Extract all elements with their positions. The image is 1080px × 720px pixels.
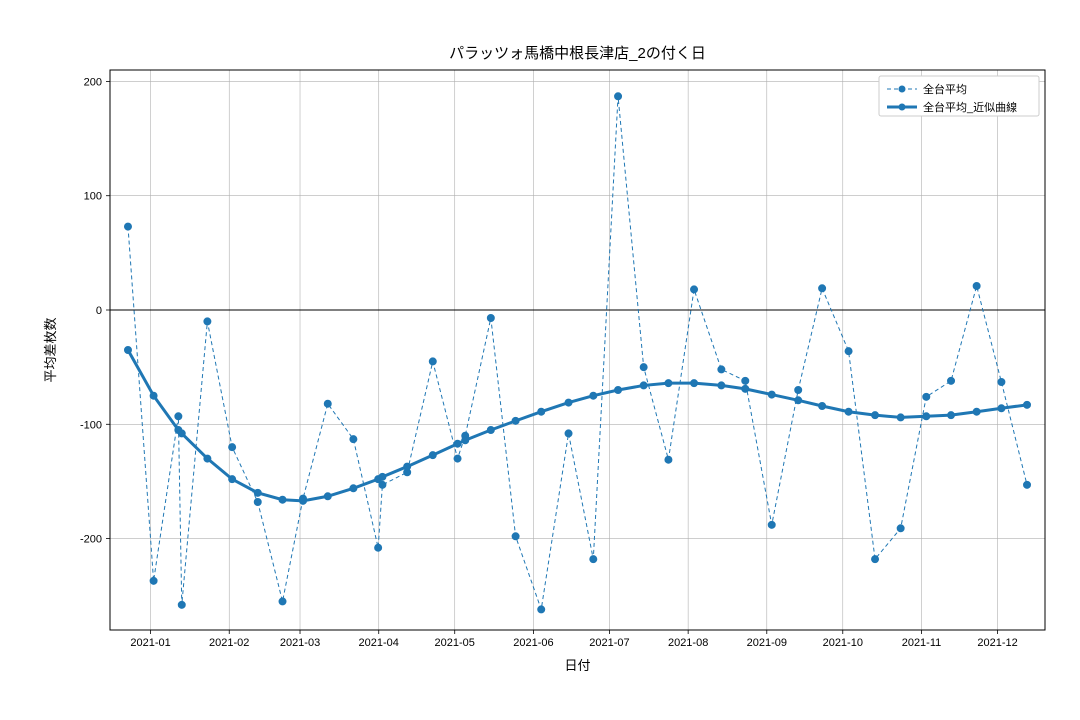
marker-raw	[512, 533, 519, 540]
marker-raw	[565, 430, 572, 437]
marker-trend	[590, 392, 597, 399]
marker-trend	[948, 412, 955, 419]
marker-trend	[640, 382, 647, 389]
marker-trend	[204, 455, 211, 462]
marker-raw	[872, 556, 879, 563]
marker-raw	[948, 377, 955, 384]
marker-raw	[454, 455, 461, 462]
xtick-label: 2021-06	[513, 637, 553, 649]
marker-trend	[897, 414, 904, 421]
marker-trend	[973, 408, 980, 415]
chart-container: -200 -100 0 100 200 2021-01 2021-02 2021-03 2021…	[0, 0, 1080, 720]
xtick-label: 2021-01	[130, 637, 170, 649]
marker-raw	[175, 413, 182, 420]
x-axis-label: 日付	[564, 658, 590, 673]
marker-trend	[150, 392, 157, 399]
marker-trend	[350, 485, 357, 492]
marker-raw	[538, 606, 545, 613]
marker-trend	[462, 437, 469, 444]
marker-raw	[229, 444, 236, 451]
xtick-label: 2021-10	[823, 637, 863, 649]
ytick-label: 0	[96, 305, 102, 317]
marker-raw	[350, 436, 357, 443]
marker-raw	[718, 366, 725, 373]
legend-label: 全台平均	[923, 82, 967, 96]
xtick-label: 2021-12	[977, 637, 1017, 649]
marker-trend	[512, 417, 519, 424]
marker-raw	[897, 525, 904, 532]
marker-raw	[487, 315, 494, 322]
marker-trend	[795, 397, 802, 404]
xtick-label: 2021-04	[359, 637, 399, 649]
marker-trend	[665, 380, 672, 387]
marker-trend	[923, 413, 930, 420]
marker-trend	[404, 463, 411, 470]
marker-trend	[872, 412, 879, 419]
chart-title: パラッツォ馬橋中根長津店_2の付く日	[449, 45, 706, 62]
marker-trend	[487, 427, 494, 434]
marker-trend	[124, 347, 131, 354]
marker-trend	[279, 496, 286, 503]
ytick-label: 200	[84, 76, 102, 88]
legend-label: 全台平均_近似曲線	[923, 100, 1017, 114]
ytick-label: 100	[84, 191, 102, 203]
marker-trend	[768, 391, 775, 398]
marker-trend	[379, 473, 386, 480]
marker-trend	[229, 476, 236, 483]
marker-trend	[742, 385, 749, 392]
marker-raw	[973, 283, 980, 290]
ytick-label: -200	[80, 534, 102, 546]
marker-raw	[923, 393, 930, 400]
marker-trend	[254, 489, 261, 496]
marker-raw	[124, 223, 131, 230]
marker-raw	[742, 377, 749, 384]
marker-trend	[300, 497, 307, 504]
marker-raw	[768, 521, 775, 528]
marker-raw	[615, 93, 622, 100]
y-axis-label: 平均差枚数	[43, 317, 58, 382]
xtick-label: 2021-05	[435, 637, 475, 649]
marker-raw	[204, 318, 211, 325]
marker-raw	[324, 400, 331, 407]
marker-trend	[718, 382, 725, 389]
marker-trend	[565, 399, 572, 406]
marker-raw	[640, 364, 647, 371]
marker-trend	[691, 380, 698, 387]
legend: 全台平均全台平均_近似曲線	[879, 76, 1039, 116]
xtick-label: 2021-11	[902, 637, 942, 649]
xtick-label: 2021-07	[589, 637, 629, 649]
plot-area	[110, 70, 1045, 630]
marker-raw	[178, 601, 185, 608]
marker-raw	[150, 577, 157, 584]
marker-trend	[324, 493, 331, 500]
marker-trend	[998, 405, 1005, 412]
marker-trend	[538, 408, 545, 415]
marker-trend	[454, 440, 461, 447]
xtick-label: 2021-03	[280, 637, 320, 649]
xtick-label: 2021-02	[209, 637, 249, 649]
marker-trend	[845, 408, 852, 415]
marker-trend	[429, 452, 436, 459]
marker-raw	[254, 499, 261, 506]
marker-raw	[998, 379, 1005, 386]
marker-trend	[1024, 401, 1031, 408]
marker-raw	[1024, 481, 1031, 488]
marker-raw	[691, 286, 698, 293]
marker-raw	[819, 285, 826, 292]
marker-raw	[279, 598, 286, 605]
chart-svg: -200 -100 0 100 200 2021-01 2021-02 2021-03 2021…	[0, 0, 1080, 720]
marker-raw	[590, 556, 597, 563]
marker-raw	[665, 456, 672, 463]
marker-trend	[615, 387, 622, 394]
marker-trend	[178, 430, 185, 437]
xtick-label: 2021-08	[668, 637, 708, 649]
marker-raw	[795, 387, 802, 394]
marker-raw	[845, 348, 852, 355]
ytick-label: -100	[80, 419, 102, 431]
xtick-label: 2021-09	[747, 637, 787, 649]
marker-raw	[429, 358, 436, 365]
marker-raw	[375, 544, 382, 551]
marker-trend	[819, 403, 826, 410]
